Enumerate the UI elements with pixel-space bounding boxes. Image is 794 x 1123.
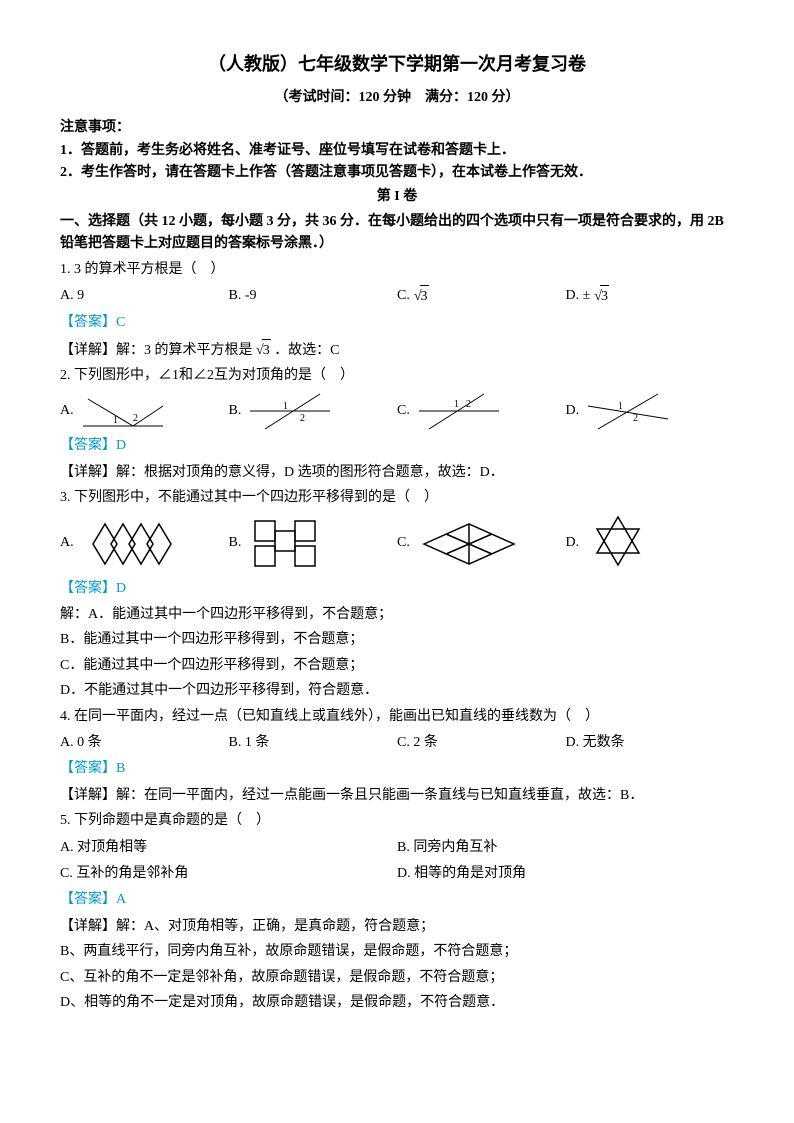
q5-option-d: D. 相等的角是对顶角 <box>397 863 734 885</box>
q5-options-row1: A. 对顶角相等 B. 同旁内角互补 <box>60 837 734 859</box>
part-1-header: 第 I 卷 <box>60 186 734 208</box>
q1-d-label: D. ± <box>566 285 591 307</box>
svg-text:1: 1 <box>283 401 288 412</box>
q5-detail-c: C、互补的角不一定是邻补角，故原命题错误，是假命题，不符合题意； <box>60 967 734 989</box>
sqrt-arg: 3 <box>600 285 609 308</box>
squares-grid-icon <box>245 516 325 571</box>
q2-option-a: A. 1 2 <box>60 391 229 431</box>
exam-subtitle: （考试时间：120 分钟 满分：120 分） <box>60 87 734 109</box>
q3-option-d: D. <box>566 514 735 574</box>
star-hexagon-icon <box>583 514 653 574</box>
q1-detail-pre: 【详解】解：3 的算术平方根是 <box>60 343 256 358</box>
q4-option-a: A. 0 条 <box>60 732 229 754</box>
q2-a-label: A. <box>60 400 74 422</box>
notice-header: 注意事项： <box>60 117 734 139</box>
notice-line-1: 1．答题前，考生务必将姓名、准考证号、座位号填写在试卷和答题卡上． <box>60 140 734 162</box>
q4-option-c: C. 2 条 <box>397 732 566 754</box>
notice-line-2: 2．考生作答时，请在答题卡上作答（答题注意事项见答题卡），在本试卷上作答无效． <box>60 162 734 184</box>
q1-answer: 【答案】C <box>60 312 734 334</box>
q5-detail-a: 【详解】解：A、对顶角相等，正确，是真命题，符合题意； <box>60 916 734 938</box>
q4-option-d: D. 无数条 <box>566 732 735 754</box>
q2-answer: 【答案】D <box>60 435 734 457</box>
q4-options: A. 0 条 B. 1 条 C. 2 条 D. 无数条 <box>60 732 734 754</box>
q4-text: 4. 在同一平面内，经过一点（已知直线上或直线外），能画出已知直线的垂线数为（ … <box>60 706 734 728</box>
q2-option-d: D. 1 2 <box>566 391 735 431</box>
svg-text:2: 2 <box>466 399 471 410</box>
sqrt-icon: 3 <box>256 339 271 362</box>
q2-option-c: C. 1 2 <box>397 391 566 431</box>
svg-text:1: 1 <box>454 399 459 410</box>
q5-answer: 【答案】A <box>60 889 734 911</box>
q5-text: 5. 下列命题中是真命题的是（ ） <box>60 810 734 832</box>
angle-diagram-b-icon: 1 2 <box>245 391 335 431</box>
q4-option-b: B. 1 条 <box>229 732 398 754</box>
sqrt-arg: 3 <box>420 285 429 308</box>
q4-answer: 【答案】B <box>60 758 734 780</box>
q5-options-row2: C. 互补的角是邻补角 D. 相等的角是对顶角 <box>60 863 734 885</box>
sqrt-icon: 3 <box>414 285 429 308</box>
q3-option-a: A. <box>60 519 229 569</box>
exam-title: （人教版）七年级数学下学期第一次月考复习卷 <box>60 50 734 79</box>
q2-d-label: D. <box>566 400 580 422</box>
q1-a-label: A. 9 <box>60 285 84 307</box>
q2-options: A. 1 2 B. 1 2 C. 1 2 D. 1 <box>60 391 734 431</box>
svg-text:1: 1 <box>618 401 623 412</box>
q3-option-b: B. <box>229 516 398 571</box>
diamonds-row-icon <box>78 519 178 569</box>
q3-detail-c: C．能通过其中一个四边形平移得到，不合题意； <box>60 655 734 677</box>
q2-c-label: C. <box>397 400 410 422</box>
svg-text:2: 2 <box>300 413 305 424</box>
q1-option-c: C. 3 <box>397 285 566 308</box>
svg-text:2: 2 <box>633 413 638 424</box>
q4-detail: 【详解】解：在同一平面内，经过一点能画一条且只能画一条直线与已知直线垂直，故选：… <box>60 785 734 807</box>
q2-option-b: B. 1 2 <box>229 391 398 431</box>
angle-diagram-d-icon: 1 2 <box>583 391 673 431</box>
angle-diagram-a-icon: 1 2 <box>78 391 168 431</box>
q5-option-c: C. 互补的角是邻补角 <box>60 863 397 885</box>
q2-text: 2. 下列图形中，∠1和∠2互为对顶角的是（ ） <box>60 365 734 387</box>
q3-c-label: C. <box>397 532 410 554</box>
q5-detail-d: D、相等的角不一定是对顶角，故原命题错误，是假命题，不符合题意． <box>60 992 734 1014</box>
q1-option-a: A. 9 <box>60 285 229 307</box>
q3-detail-b: B．能通过其中一个四边形平移得到，不合题意； <box>60 629 734 651</box>
q5-option-b: B. 同旁内角互补 <box>397 837 734 859</box>
q3-a-label: A. <box>60 532 74 554</box>
q1-detail: 【详解】解：3 的算术平方根是 3 ．故选：C <box>60 339 734 362</box>
q2-detail: 【详解】解：根据对顶角的意义得，D 选项的图形符合题意，故选：D． <box>60 462 734 484</box>
q1-option-d: D. ± 3 <box>566 285 735 308</box>
angle-diagram-c-icon: 1 2 <box>414 391 504 431</box>
svg-text:1: 1 <box>113 415 118 426</box>
diamond-grid-icon <box>414 519 524 569</box>
q2-b-label: B. <box>229 400 242 422</box>
q3-answer: 【答案】D <box>60 578 734 600</box>
q3-text: 3. 下列图形中，不能通过其中一个四边形平移得到的是（ ） <box>60 487 734 509</box>
q3-detail-a: 解：A．能通过其中一个四边形平移得到，不合题意； <box>60 604 734 626</box>
section-1-instructions: 一、选择题（共 12 小题，每小题 3 分，共 36 分．在每小题给出的四个选项… <box>60 211 734 256</box>
q5-detail-b: B、两直线平行，同旁内角互补，故原命题错误，是假命题，不符合题意； <box>60 941 734 963</box>
q1-c-label: C. <box>397 285 410 307</box>
q1-detail-post: ．故选：C <box>274 343 339 358</box>
q1-options: A. 9 B. -9 C. 3 D. ± 3 <box>60 285 734 308</box>
q1-option-b: B. -9 <box>229 285 398 307</box>
q3-b-label: B. <box>229 532 242 554</box>
q1-b-label: B. -9 <box>229 285 257 307</box>
q3-d-label: D. <box>566 532 580 554</box>
q1-text: 1. 3 的算术平方根是（ ） <box>60 259 734 281</box>
svg-text:2: 2 <box>133 413 138 424</box>
q5-option-a: A. 对顶角相等 <box>60 837 397 859</box>
q3-option-c: C. <box>397 519 566 569</box>
sqrt-arg: 3 <box>262 339 271 362</box>
q3-detail-d: D．不能通过其中一个四边形平移得到，符合题意． <box>60 680 734 702</box>
sqrt-icon: 3 <box>594 285 609 308</box>
q3-options: A. B. C. <box>60 514 734 574</box>
